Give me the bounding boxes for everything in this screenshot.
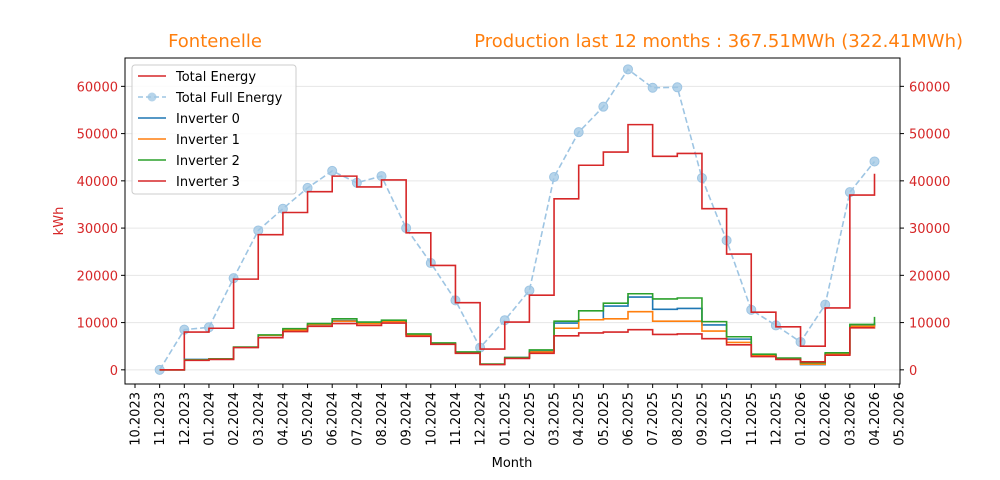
x-tick-label: 01.2025 — [498, 392, 513, 446]
x-tick-label: 11.2025 — [745, 392, 760, 446]
x-tick-label: 12.2023 — [178, 392, 193, 446]
x-tick-label: 08.2025 — [671, 392, 686, 446]
x-axis-label: Month — [492, 456, 533, 471]
y-tick-label-left: 40000 — [77, 175, 118, 190]
y-tick-label-left: 0 — [110, 364, 118, 379]
x-tick-label: 09.2025 — [695, 392, 710, 446]
data-point — [869, 156, 880, 167]
x-tick-label: 04.2026 — [868, 392, 883, 446]
legend-label: Total Full Energy — [175, 91, 283, 106]
x-axis: 10.2023 11.2023 12.2023 01.2024 02.2024 03.20… — [129, 384, 908, 446]
y-tick-label-right: 30000 — [909, 222, 950, 237]
series-layer — [154, 64, 880, 375]
x-tick-label: 02.2025 — [523, 392, 538, 446]
x-tick-label: 10.2024 — [424, 392, 439, 446]
plot-frame — [124, 57, 901, 385]
data-point — [573, 127, 584, 138]
x-tick-label: 10.2025 — [720, 392, 735, 446]
y-tick-label-left: 10000 — [77, 317, 118, 332]
x-tick-label: 06.2025 — [622, 392, 637, 446]
y-tick-label-left: 20000 — [77, 269, 118, 284]
data-point — [327, 165, 338, 176]
x-tick-label: 12.2025 — [769, 392, 784, 446]
x-tick-label: 06.2024 — [326, 392, 341, 446]
y-axis-left: 0 10000 20000 30000 40000 50000 60000 — [77, 80, 125, 379]
chart-title-left: Fontenelle — [168, 31, 262, 52]
legend-label: Total Energy — [175, 70, 256, 85]
x-tick-label: 11.2023 — [153, 392, 168, 446]
y-tick-label-right: 40000 — [909, 175, 950, 190]
series-line — [159, 322, 876, 371]
data-point — [524, 285, 535, 296]
y-axis-right: 0 10000 20000 30000 40000 50000 60000 — [900, 80, 950, 379]
x-tick-label: 09.2024 — [400, 392, 415, 446]
data-point — [253, 225, 264, 236]
x-tick-label: 05.2024 — [301, 392, 316, 446]
y-tick-label-right: 20000 — [909, 269, 950, 284]
x-tick-label: 10.2023 — [129, 392, 144, 446]
y-tick-label-left: 60000 — [77, 80, 118, 95]
chart-title-right: Production last 12 months : 367.51MWh (3… — [474, 31, 963, 52]
series-line — [159, 123, 876, 371]
legend: Total Energy Total Full Energy Inverter 0 I… — [131, 64, 297, 195]
y-tick-label-right: 60000 — [909, 80, 950, 95]
series-line — [159, 310, 876, 371]
legend-label: Inverter 0 — [176, 112, 240, 127]
data-point — [623, 64, 633, 75]
series-total-energy — [159, 123, 876, 371]
series-inverter-1 — [159, 310, 876, 371]
data-point — [647, 82, 658, 93]
y-tick-label-left: 50000 — [77, 128, 118, 143]
legend-label: Inverter 2 — [176, 154, 240, 169]
x-tick-label: 03.2025 — [548, 392, 563, 446]
x-tick-label: 08.2024 — [375, 392, 390, 446]
y-axis-label: kWh — [52, 207, 67, 236]
legend-label: Inverter 3 — [176, 175, 240, 190]
x-tick-label: 03.2026 — [843, 392, 858, 446]
x-tick-label: 01.2026 — [794, 392, 809, 446]
x-tick-label: 01.2024 — [202, 392, 217, 446]
x-tick-label: 03.2024 — [252, 392, 267, 446]
legend-item: Inverter 2 — [138, 154, 240, 169]
legend-item: Inverter 1 — [138, 133, 240, 148]
legend-label: Inverter 1 — [176, 133, 240, 148]
x-tick-label: 02.2024 — [227, 392, 242, 446]
legend-item: Total Full Energy — [138, 91, 283, 106]
x-tick-label: 12.2024 — [474, 392, 489, 446]
legend-marker — [147, 92, 157, 102]
data-point — [598, 101, 609, 112]
y-tick-label-left: 30000 — [77, 222, 118, 237]
y-tick-label-right: 50000 — [909, 128, 950, 143]
x-tick-label: 07.2024 — [350, 392, 365, 446]
legend-item: Inverter 0 — [138, 112, 240, 127]
x-tick-label: 07.2025 — [646, 392, 661, 446]
legend-item: Inverter 3 — [138, 175, 240, 190]
legend-item: Total Energy — [138, 70, 256, 85]
x-tick-label: 11.2024 — [449, 392, 464, 446]
series-inverter-3 — [159, 322, 876, 371]
x-tick-label: 04.2024 — [276, 392, 291, 446]
legend-box — [131, 64, 297, 195]
y-tick-label-right: 0 — [909, 364, 917, 379]
data-point — [549, 172, 560, 183]
y-tick-label-right: 10000 — [909, 317, 950, 332]
x-tick-label: 05.2025 — [597, 392, 612, 446]
x-tick-label: 02.2026 — [819, 392, 834, 446]
data-point — [672, 82, 683, 93]
x-tick-label: 04.2025 — [572, 392, 587, 446]
x-tick-label: 05.2026 — [893, 392, 908, 446]
